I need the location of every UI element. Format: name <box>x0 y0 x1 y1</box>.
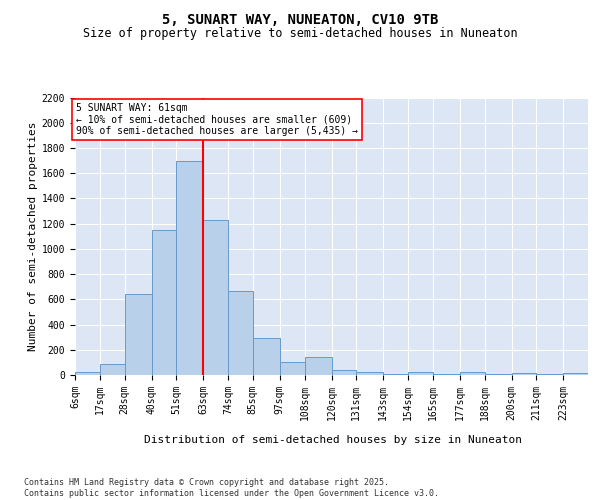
Bar <box>228 291 253 375</box>
Bar <box>408 372 433 375</box>
Bar <box>280 362 305 375</box>
Bar <box>536 374 563 375</box>
Bar <box>203 220 228 375</box>
Bar <box>460 372 485 375</box>
Bar <box>151 230 176 375</box>
Bar <box>125 294 151 375</box>
Bar <box>433 374 460 375</box>
Bar <box>305 358 331 375</box>
Text: 5, SUNART WAY, NUNEATON, CV10 9TB: 5, SUNART WAY, NUNEATON, CV10 9TB <box>162 12 438 26</box>
Bar <box>356 372 383 375</box>
Bar <box>511 372 536 375</box>
Text: Distribution of semi-detached houses by size in Nuneaton: Distribution of semi-detached houses by … <box>144 435 522 445</box>
Bar <box>100 364 125 375</box>
Bar <box>331 370 356 375</box>
Y-axis label: Number of semi-detached properties: Number of semi-detached properties <box>28 122 38 351</box>
Bar <box>75 372 100 375</box>
Bar <box>563 373 588 375</box>
Bar <box>253 338 280 375</box>
Bar <box>176 160 203 375</box>
Bar <box>485 374 511 375</box>
Text: Size of property relative to semi-detached houses in Nuneaton: Size of property relative to semi-detach… <box>83 28 517 40</box>
Bar <box>383 374 408 375</box>
Text: Contains HM Land Registry data © Crown copyright and database right 2025.
Contai: Contains HM Land Registry data © Crown c… <box>24 478 439 498</box>
Text: 5 SUNART WAY: 61sqm
← 10% of semi-detached houses are smaller (609)
90% of semi-: 5 SUNART WAY: 61sqm ← 10% of semi-detach… <box>76 103 358 136</box>
